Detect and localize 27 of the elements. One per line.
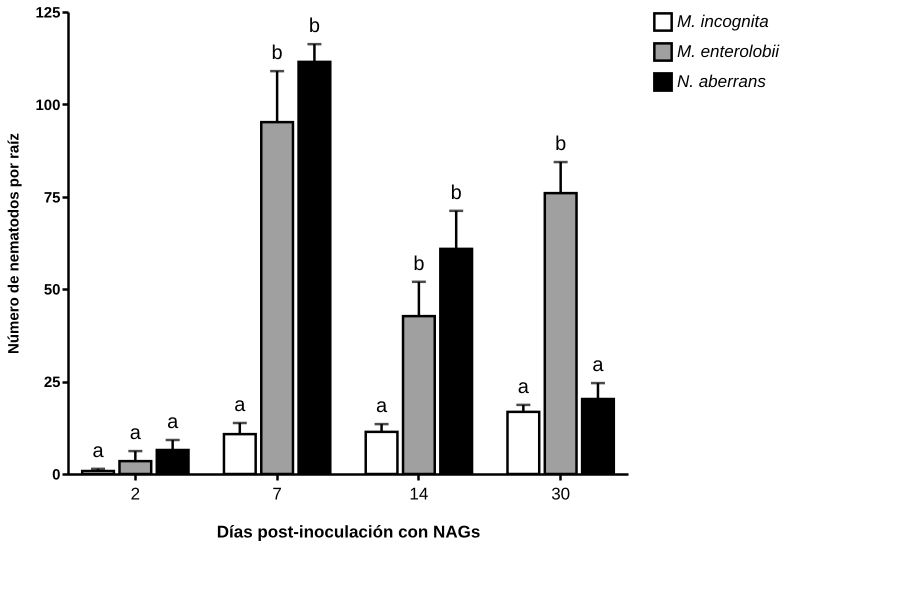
y-tick-label: 0 — [52, 466, 60, 484]
data-label: b — [555, 133, 566, 156]
data-label: a — [518, 376, 530, 398]
legend-label: M. enterolobii — [677, 42, 780, 61]
x-tick-label: 2 — [130, 484, 140, 504]
y-tick-label: 75 — [44, 189, 60, 206]
legend-label: N. aberrans — [677, 72, 766, 91]
y-axis-title: Número de nematodos por raíz — [5, 133, 22, 354]
x-tick-label: 14 — [409, 484, 428, 504]
data-label: a — [234, 394, 246, 416]
y-tick-label: 25 — [44, 374, 60, 392]
data-label: b — [450, 182, 462, 204]
y-tick-label: 50 — [44, 282, 60, 299]
data-label: a — [130, 422, 142, 444]
x-tick-label: 30 — [551, 484, 570, 504]
y-tick-label: 125 — [35, 4, 60, 22]
data-label: a — [592, 354, 604, 376]
legend-label: M. incognita — [677, 12, 769, 31]
data-label: a — [376, 395, 388, 418]
x-axis-title: Días post-inoculación con NAGs — [216, 522, 480, 542]
data-label: a — [92, 440, 104, 462]
data-label: a — [167, 410, 180, 433]
data-label: b — [413, 252, 424, 275]
y-tick-label: 100 — [35, 96, 60, 114]
data-label: b — [308, 15, 320, 38]
x-tick-label: 7 — [272, 484, 282, 504]
data-label: b — [272, 42, 283, 64]
